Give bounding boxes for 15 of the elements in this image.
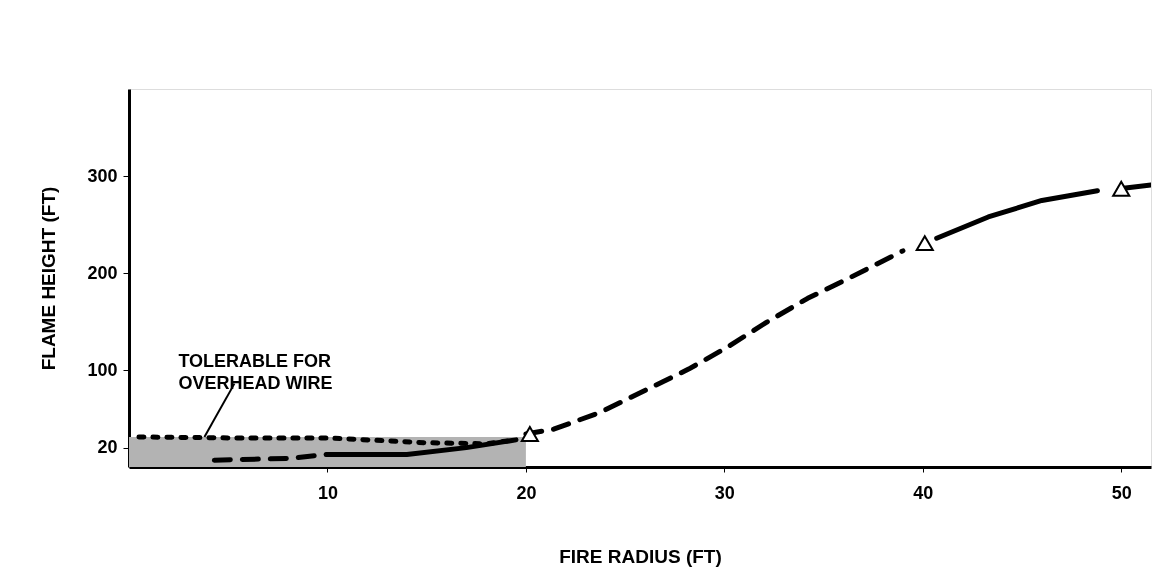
x-tick-label: 50 (1111, 482, 1132, 503)
y-tick-label: 300 (87, 165, 118, 186)
x-tick-label: 30 (714, 482, 735, 503)
y-tick-label: 100 (87, 359, 118, 380)
point (915, 235, 934, 252)
point (520, 426, 539, 443)
x-tick-label: 10 (317, 482, 338, 503)
y-tick-label: 20 (97, 437, 118, 458)
point (1112, 180, 1131, 197)
y-tick-label: 200 (87, 262, 118, 283)
x-tick-label: 40 (913, 482, 934, 503)
y-axis-title: FLAME HEIGHT (FT) (38, 186, 60, 371)
x-axis-title: FIRE RADIUS (FT) (559, 545, 722, 567)
x-tick-label: 20 (516, 482, 537, 503)
annotation: TOLERABLE FOR OVERHEAD WIRE (178, 350, 333, 393)
